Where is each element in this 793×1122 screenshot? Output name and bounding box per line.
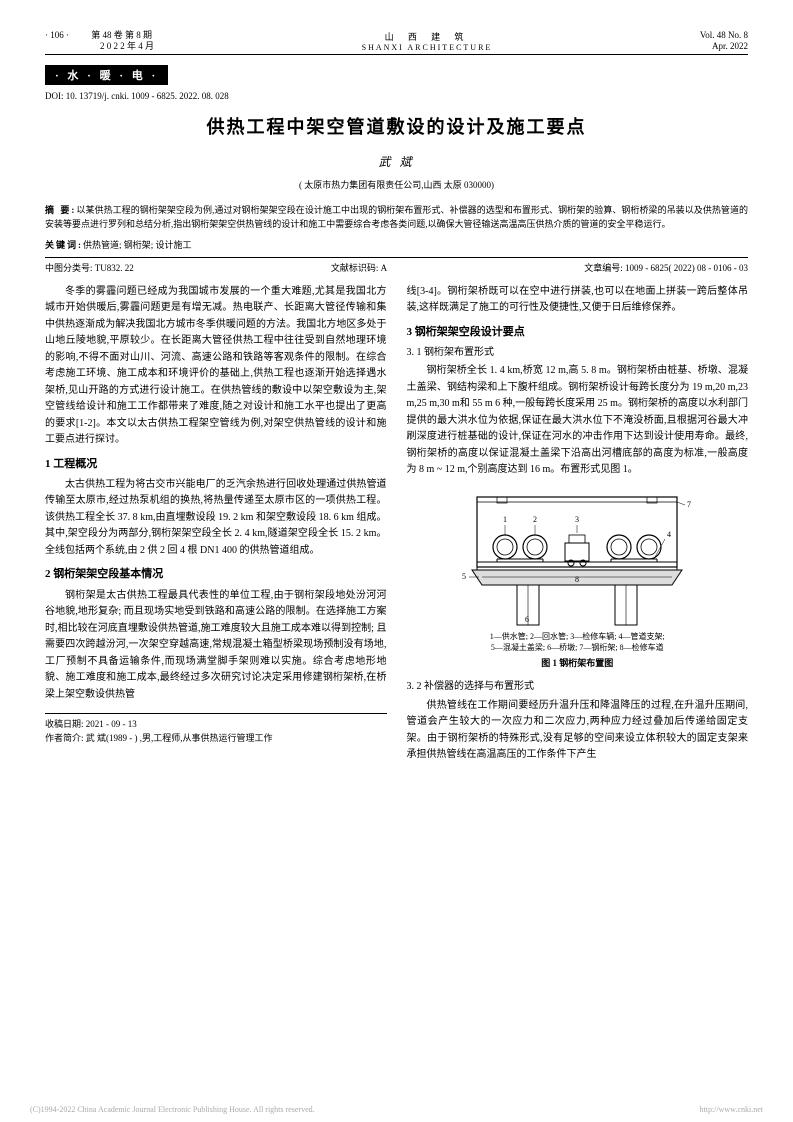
vol-en: Vol. 48 No. 8 bbox=[700, 30, 748, 41]
watermark-left: (C)1994-2022 China Academic Journal Elec… bbox=[30, 1105, 315, 1114]
figure-1-legend: 1—供水管; 2—回水管; 3—检修车辆; 4—管道支架; 5—混凝土盖梁; 6… bbox=[407, 631, 749, 653]
abstract-text: 以某供热工程的钢桁架架空段为例,通过对钢桁架架空段在设计施工中出现的钢桁架布置形… bbox=[45, 205, 748, 229]
doc-code: 文献标识码: A bbox=[331, 261, 387, 274]
journal-name-cn: 山 西 建 筑 bbox=[362, 30, 493, 43]
figure-1-caption: 图 1 钢桁架布置图 bbox=[407, 656, 749, 671]
section-3-1-para: 钢桁架桥全长 1. 4 km,桥宽 12 m,高 5. 8 m。钢桁架桥由桩基、… bbox=[407, 363, 749, 479]
section-1-title: 1 工程概况 bbox=[45, 455, 387, 473]
section-3-2-title: 3. 2 补偿器的选择与布置形式 bbox=[407, 679, 749, 696]
doi: DOI: 10. 13719/j. cnki. 1009 - 6825. 202… bbox=[45, 91, 748, 101]
figure-1: 1 2 3 4 5 6 7 8 1—供水管; 2—回水管; 3—检修车辆; 4—… bbox=[407, 487, 749, 671]
article-id: 文章编号: 1009 - 6825( 2022) 08 - 0106 - 03 bbox=[584, 261, 748, 274]
svg-text:7: 7 bbox=[687, 500, 691, 509]
article-title: 供热工程中架空管道敷设的设计及施工要点 bbox=[45, 113, 748, 139]
keywords-label: 关键词: bbox=[45, 240, 83, 250]
svg-text:8: 8 bbox=[575, 575, 579, 584]
right-column: 线[3-4]。钢桁架桥既可以在空中进行拼装,也可以在地面上拼装一跨后整体吊装,这… bbox=[407, 284, 749, 766]
intro-continuation: 线[3-4]。钢桁架桥既可以在空中进行拼装,也可以在地面上拼装一跨后整体吊装,这… bbox=[407, 284, 749, 317]
figure-1-svg: 1 2 3 4 5 6 7 8 bbox=[447, 487, 707, 627]
keywords: 关键词:供热管道; 钢桁架; 设计施工 bbox=[45, 238, 748, 251]
svg-text:3: 3 bbox=[575, 515, 579, 524]
date-cn: 2 0 2 2 年 4 月 bbox=[100, 41, 154, 51]
svg-text:6: 6 bbox=[525, 615, 529, 624]
svg-text:1: 1 bbox=[503, 515, 507, 524]
header-right: Vol. 48 No. 8 Apr. 2022 bbox=[700, 30, 748, 52]
vol-issue-cn: 第 48 卷 第 8 期 bbox=[91, 30, 152, 40]
journal-name-en: SHANXI ARCHITECTURE bbox=[362, 43, 493, 52]
abstract-label: 摘 要: bbox=[45, 205, 76, 215]
abstract: 摘 要:以某供热工程的钢桁架架空段为例,通过对钢桁架架空段在设计施工中出现的钢桁… bbox=[45, 203, 748, 232]
page-number: · 106 · bbox=[45, 30, 69, 40]
affiliation: ( 太原市热力集团有限责任公司,山西 太原 030000) bbox=[45, 178, 748, 191]
section-3-1-title: 3. 1 钢桁架布置形式 bbox=[407, 345, 749, 362]
left-column: 冬季的雾霾问题已经成为我国城市发展的一个重大难题,尤其是我国北方城市开始供暖后,… bbox=[45, 284, 387, 766]
section-3-2-para: 供热管线在工作期间要经历升温升压和降温降压的过程,在升温升压期间,管道会产生较大… bbox=[407, 698, 749, 764]
section-2-para: 钢桁架是太古供热工程最具代表性的单位工程,由于钢桁架段地处汾河河谷地貌,地形复杂… bbox=[45, 588, 387, 704]
received-date: 收稿日期: 2021 - 09 - 13 bbox=[45, 718, 387, 732]
svg-text:4: 4 bbox=[667, 530, 671, 539]
author-name: 武 斌 bbox=[45, 153, 748, 170]
svg-text:5: 5 bbox=[462, 572, 466, 581]
svg-text:2: 2 bbox=[533, 515, 537, 524]
author-bio: 作者简介: 武 斌(1989 - ) ,男,工程师,从事供热运行管理工作 bbox=[45, 732, 387, 746]
section-2-title: 2 钢桁架架空段基本情况 bbox=[45, 565, 387, 583]
watermark: (C)1994-2022 China Academic Journal Elec… bbox=[30, 1105, 763, 1114]
category-bar: · 水 · 暖 · 电 · bbox=[45, 65, 168, 85]
intro-para: 冬季的雾霾问题已经成为我国城市发展的一个重大难题,尤其是我国北方城市开始供暖后,… bbox=[45, 284, 387, 449]
section-3-title: 3 钢桁架架空段设计要点 bbox=[407, 323, 749, 341]
meta-row: 中图分类号: TU832. 22 文献标识码: A 文章编号: 1009 - 6… bbox=[45, 257, 748, 274]
body-content: 冬季的雾霾问题已经成为我国城市发展的一个重大难题,尤其是我国北方城市开始供暖后,… bbox=[45, 284, 748, 766]
clc-number: 中图分类号: TU832. 22 bbox=[45, 261, 134, 274]
footer-info: 收稿日期: 2021 - 09 - 13 作者简介: 武 斌(1989 - ) … bbox=[45, 713, 387, 745]
section-1-para: 太古供热工程为将古交市兴能电厂的乏汽余热进行回收处理通过供热管道传输至太原市,经… bbox=[45, 477, 387, 560]
watermark-right: http://www.cnki.net bbox=[700, 1105, 763, 1114]
header-left: · 106 · 第 48 卷 第 8 期 2 0 2 2 年 4 月 bbox=[45, 30, 154, 52]
date-en: Apr. 2022 bbox=[700, 41, 748, 52]
page-header: · 106 · 第 48 卷 第 8 期 2 0 2 2 年 4 月 山 西 建… bbox=[45, 30, 748, 55]
keywords-text: 供热管道; 钢桁架; 设计施工 bbox=[83, 240, 192, 250]
header-center: 山 西 建 筑 SHANXI ARCHITECTURE bbox=[362, 30, 493, 52]
